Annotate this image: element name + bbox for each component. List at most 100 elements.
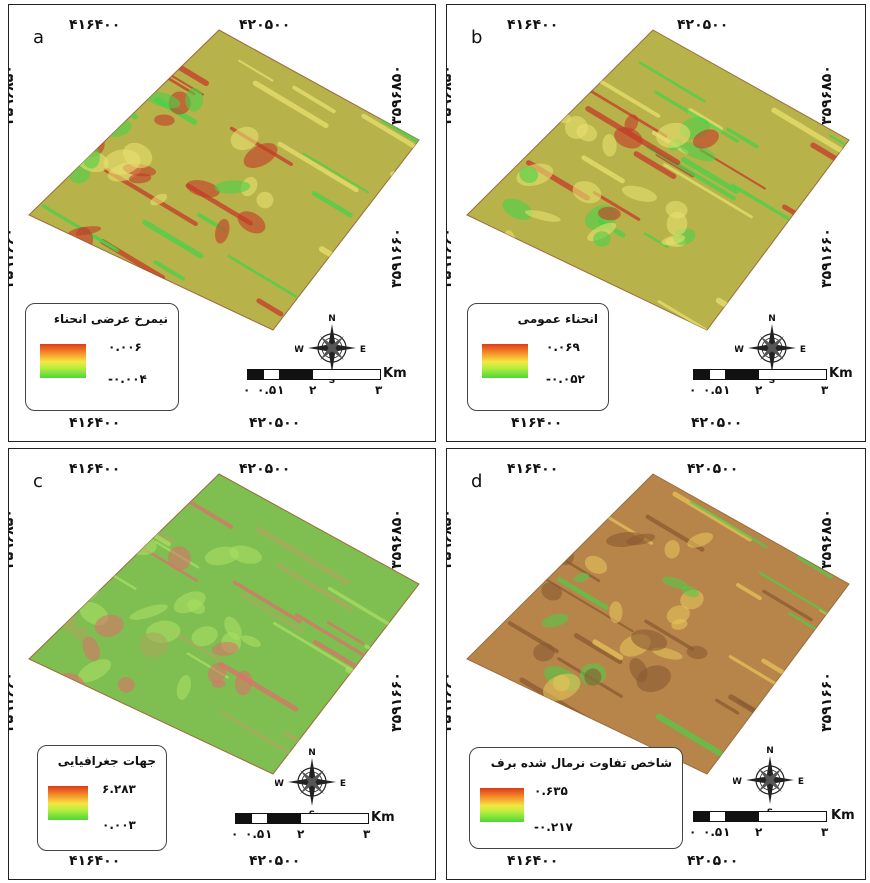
- svg-text:S: S: [329, 376, 335, 385]
- coord-left-lower: ۳۵۹۱۶۶۰: [446, 672, 455, 732]
- scale-tick: ۲: [297, 827, 305, 841]
- legend-title: شاخص تفاوت نرمال شده برف: [490, 756, 672, 770]
- coord-left-upper: ۳۵۹۶۸۵۰: [8, 509, 17, 569]
- scale-unit: Km: [829, 366, 853, 381]
- map-panel-a: a ۴۱۶۴۰۰ ۴۲۰۵۰۰ ۴۱۶۴۰۰ ۴۲۰۵۰۰ ۳۵۹۶۸۵۰ ۳۵…: [8, 4, 436, 442]
- north-arrow-icon: N S E W: [295, 314, 366, 385]
- legend-title: جهات جغرافیایی: [57, 754, 156, 768]
- coord-right-lower: ۳۵۹۱۶۶۰: [818, 672, 835, 732]
- scale-tick: ۲: [755, 383, 763, 397]
- coord-bottom-left: ۴۱۶۴۰۰: [507, 853, 559, 869]
- coord-right-upper: ۳۵۹۶۸۵۰: [818, 65, 835, 125]
- svg-text:E: E: [340, 779, 346, 789]
- coord-top-left: ۴۱۶۴۰۰: [507, 17, 559, 33]
- legend-title: انحناء عمومی: [517, 312, 598, 326]
- terrain-map-b: [466, 29, 850, 331]
- svg-text:S: S: [769, 376, 775, 385]
- coord-bottom-right: ۴۲۰۵۰۰: [249, 415, 301, 431]
- scale-tick: ۱: [265, 827, 273, 841]
- svg-text:W: W: [275, 779, 284, 789]
- panel-label: b: [471, 27, 483, 48]
- terrain-map-a: [28, 29, 420, 331]
- coord-left-lower: ۳۵۹۱۶۶۰: [446, 228, 455, 288]
- scale-tick: ۰.۵: [245, 827, 265, 841]
- scale-tick: ۰.۵: [703, 825, 723, 839]
- scale-ticks: ۰ ۰.۵ ۱ ۲ ۳: [243, 383, 387, 399]
- coord-top-left: ۴۱۶۴۰۰: [69, 17, 121, 33]
- coord-left-lower: ۳۵۹۱۶۶۰: [8, 228, 17, 288]
- legend-color-ramp: [40, 344, 86, 378]
- scale-tick: ۰: [243, 383, 251, 397]
- coord-bottom-right: ۴۲۰۵۰۰: [249, 853, 301, 869]
- svg-text:E: E: [798, 777, 804, 787]
- coord-bottom-left: ۴۱۶۴۰۰: [69, 415, 121, 431]
- scale-bar: [693, 811, 827, 822]
- legend-min-value: -۰.۰۰۴: [108, 372, 147, 386]
- legend-max-value: ۶.۲۸۳: [102, 782, 136, 796]
- legend-box: انحناء عمومی ۰.۰۶۹ -۰.۰۵۲: [467, 303, 609, 411]
- terrain-map-d: [466, 473, 850, 775]
- coord-top-right: ۴۲۰۵۰۰: [239, 461, 291, 477]
- panel-label: a: [33, 27, 45, 48]
- svg-text:E: E: [800, 345, 806, 355]
- scale-bar: [693, 369, 827, 380]
- legend-color-ramp: [482, 344, 528, 378]
- scale-tick: ۰: [689, 383, 697, 397]
- coord-right-upper: ۳۵۹۶۸۵۰: [388, 509, 405, 569]
- coord-bottom-right: ۴۲۰۵۰۰: [691, 415, 743, 431]
- map-panel-b: b ۴۱۶۴۰۰ ۴۲۰۵۰۰ ۴۱۶۴۰۰ ۴۲۰۵۰۰ ۳۵۹۶۸۵۰ ۳۵…: [446, 4, 866, 442]
- coord-right-upper: ۳۵۹۶۸۵۰: [818, 509, 835, 569]
- scale-tick: ۱: [723, 825, 731, 839]
- coord-bottom-left: ۴۱۶۴۰۰: [69, 853, 121, 869]
- scale-tick: ۰: [689, 825, 697, 839]
- panel-label: c: [33, 471, 43, 492]
- coord-right-upper: ۳۵۹۶۸۵۰: [388, 65, 405, 125]
- legend-box: جهات جغرافیایی ۶.۲۸۳ ۰.۰۰۳: [37, 745, 167, 851]
- scale-tick: ۱: [723, 383, 731, 397]
- scale-tick: ۲: [755, 825, 763, 839]
- scale-tick: ۰.۵: [703, 383, 723, 397]
- legend-title: نیمرخ عرضی انحناء: [53, 312, 168, 326]
- scale-ticks: ۰ ۰.۵ ۱ ۲ ۳: [231, 827, 375, 843]
- legend-color-ramp: [480, 788, 524, 822]
- coord-left-lower: ۳۵۹۱۶۶۰: [8, 672, 17, 732]
- scale-bar: [247, 369, 381, 380]
- scale-ticks: ۰ ۰.۵ ۱ ۲ ۳: [689, 383, 833, 399]
- coord-left-upper: ۳۵۹۶۸۵۰: [446, 509, 455, 569]
- panel-label: d: [471, 471, 483, 492]
- legend-box: نیمرخ عرضی انحناء ۰.۰۰۶ -۰.۰۰۴: [25, 303, 179, 411]
- svg-text:N: N: [308, 748, 316, 758]
- coord-top-right: ۴۲۰۵۰۰: [677, 17, 729, 33]
- coord-top-left: ۴۱۶۴۰۰: [507, 461, 559, 477]
- svg-text:W: W: [733, 777, 742, 787]
- coord-top-right: ۴۲۰۵۰۰: [239, 17, 291, 33]
- legend-min-value: -۰.۰۵۲: [546, 372, 585, 386]
- scale-tick: ۰: [231, 827, 239, 841]
- coord-left-upper: ۳۵۹۶۸۵۰: [8, 65, 17, 125]
- scale-tick: ۲: [309, 383, 317, 397]
- legend-color-ramp: [48, 786, 88, 820]
- svg-text:N: N: [768, 314, 776, 324]
- svg-text:N: N: [766, 746, 774, 756]
- scale-tick: ۳: [363, 827, 371, 841]
- coord-bottom-left: ۴۱۶۴۰۰: [511, 415, 563, 431]
- map-panel-d: d ۴۱۶۴۰۰ ۴۲۰۵۰۰ ۴۱۶۴۰۰ ۴۲۰۵۰۰ ۳۵۹۶۸۵۰ ۳۵…: [446, 448, 866, 880]
- legend-max-value: ۰.۰۰۶: [108, 340, 142, 354]
- coord-top-right: ۴۲۰۵۰۰: [687, 461, 739, 477]
- legend-min-value: -۰.۲۱۷: [534, 820, 573, 834]
- coord-bottom-right: ۴۲۰۵۰۰: [687, 853, 739, 869]
- scale-unit: Km: [831, 808, 855, 823]
- legend-box: شاخص تفاوت نرمال شده برف ۰.۶۳۵ -۰.۲۱۷: [469, 747, 683, 849]
- scale-tick: ۳: [821, 825, 829, 839]
- svg-text:E: E: [360, 345, 366, 355]
- scale-unit: Km: [383, 366, 407, 381]
- legend-min-value: ۰.۰۰۳: [102, 818, 136, 832]
- coord-right-lower: ۳۵۹۱۶۶۰: [818, 228, 835, 288]
- svg-text:W: W: [295, 345, 304, 355]
- scale-bar: [235, 813, 369, 824]
- coord-right-lower: ۳۵۹۱۶۶۰: [388, 672, 405, 732]
- svg-text:N: N: [328, 314, 336, 324]
- scale-tick: ۳: [375, 383, 383, 397]
